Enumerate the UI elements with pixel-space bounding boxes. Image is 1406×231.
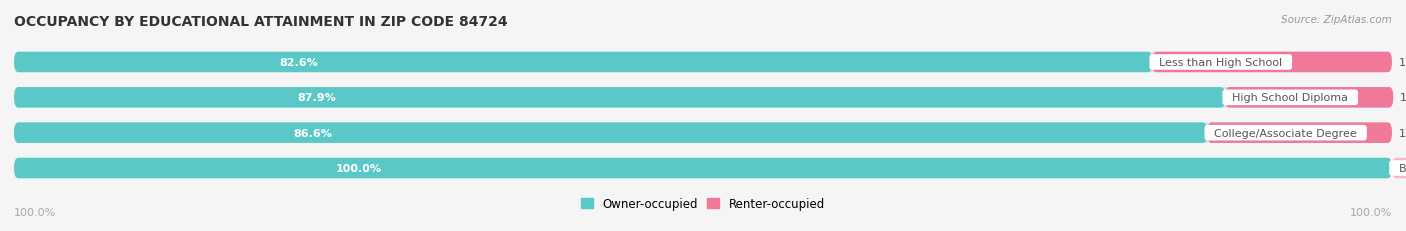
Text: College/Associate Degree: College/Associate Degree [1208, 128, 1364, 138]
FancyBboxPatch shape [14, 158, 1392, 179]
FancyBboxPatch shape [14, 123, 1392, 143]
FancyBboxPatch shape [14, 88, 1392, 108]
FancyBboxPatch shape [1152, 52, 1392, 73]
Text: 87.9%: 87.9% [298, 93, 336, 103]
Text: Bachelor's Degree or higher: Bachelor's Degree or higher [1392, 163, 1406, 173]
Text: 100.0%: 100.0% [1350, 207, 1392, 217]
Text: 100.0%: 100.0% [336, 163, 381, 173]
FancyBboxPatch shape [14, 52, 1392, 73]
FancyBboxPatch shape [14, 52, 1152, 73]
Text: High School Diploma: High School Diploma [1225, 93, 1355, 103]
Text: 100.0%: 100.0% [14, 207, 56, 217]
Legend: Owner-occupied, Renter-occupied: Owner-occupied, Renter-occupied [581, 197, 825, 210]
Text: 17.4%: 17.4% [1399, 58, 1406, 68]
FancyBboxPatch shape [1208, 123, 1392, 143]
FancyBboxPatch shape [1225, 88, 1393, 108]
Text: 82.6%: 82.6% [280, 58, 318, 68]
FancyBboxPatch shape [14, 158, 1392, 179]
Text: Less than High School: Less than High School [1152, 58, 1289, 68]
FancyBboxPatch shape [14, 88, 1225, 108]
Text: 86.6%: 86.6% [292, 128, 332, 138]
FancyBboxPatch shape [14, 123, 1208, 143]
Text: 12.2%: 12.2% [1400, 93, 1406, 103]
Text: Source: ZipAtlas.com: Source: ZipAtlas.com [1281, 15, 1392, 25]
FancyBboxPatch shape [1392, 158, 1406, 179]
Text: 13.4%: 13.4% [1399, 128, 1406, 138]
Text: OCCUPANCY BY EDUCATIONAL ATTAINMENT IN ZIP CODE 84724: OCCUPANCY BY EDUCATIONAL ATTAINMENT IN Z… [14, 15, 508, 29]
